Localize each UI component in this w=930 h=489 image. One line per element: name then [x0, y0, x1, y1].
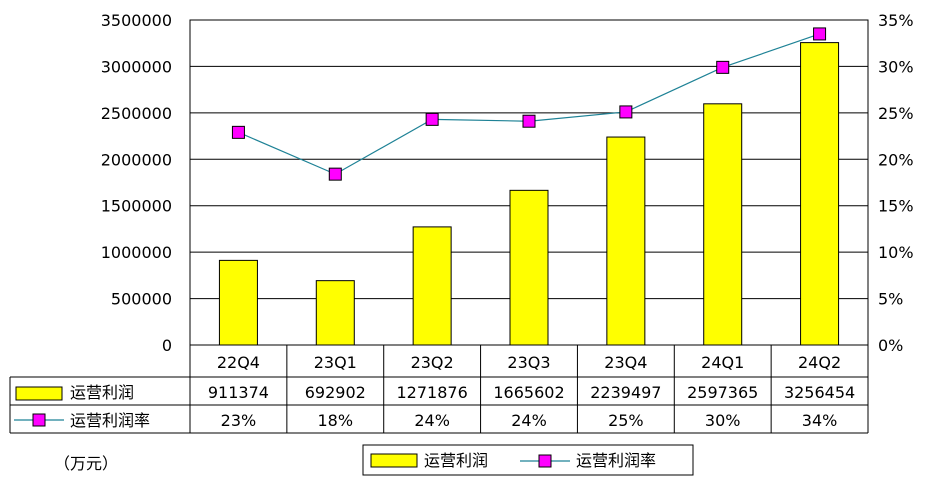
margin-value-label: 25%: [608, 411, 644, 430]
margin-point-23Q4: [619, 105, 633, 119]
y-right-tick-label: 35%: [878, 11, 914, 30]
category-label: 22Q4: [217, 353, 260, 372]
profit-value-label: 3256454: [784, 383, 855, 402]
bar-22Q4: [218, 259, 258, 346]
table-key-swatch: [15, 386, 63, 401]
bar-23Q1: [315, 280, 355, 346]
profit-value-label: 911374: [208, 383, 269, 402]
profit-value-label: 1665602: [493, 383, 564, 402]
bar-24Q2: [800, 42, 840, 346]
margin-value-label: 34%: [802, 411, 838, 430]
category-label: 23Q3: [507, 353, 550, 372]
legend-label: 运营利润: [424, 451, 488, 470]
margin-value-label: 18%: [318, 411, 354, 430]
profit-value-label: 1271876: [397, 383, 468, 402]
bar-23Q2: [412, 226, 452, 346]
y-left-tick-label: 3500000: [101, 11, 172, 30]
y-left-tick-label: 2500000: [101, 104, 172, 123]
category-label: 24Q2: [798, 353, 841, 372]
legend-box: [362, 444, 694, 476]
y-left-tick-label: 0: [162, 336, 172, 355]
table-row-label: 运营利润: [70, 383, 134, 402]
y-left-tick-label: 1500000: [101, 197, 172, 216]
y-right-tick-label: 15%: [878, 197, 914, 216]
y-left-tick-label: 500000: [111, 290, 172, 309]
legend-marker: [538, 454, 552, 468]
margin-value-label: 24%: [511, 411, 547, 430]
category-label: 24Q1: [701, 353, 744, 372]
y-right-tick-label: 0%: [878, 336, 903, 355]
y-right-tick-label: 25%: [878, 104, 914, 123]
y-right-tick-label: 10%: [878, 243, 914, 262]
plot-area-border: [189, 19, 869, 346]
table-row-label: 运营利润率: [70, 411, 150, 430]
bar-23Q4: [606, 136, 646, 346]
margin-value-label: 24%: [414, 411, 450, 430]
margin-point-23Q3: [522, 114, 536, 128]
y-right-tick-label: 5%: [878, 290, 903, 309]
bar-23Q3: [509, 189, 549, 346]
y-left-tick-label: 2000000: [101, 150, 172, 169]
margin-value-label: 30%: [705, 411, 741, 430]
margin-point-24Q1: [716, 60, 730, 74]
unit-note: （万元）: [54, 454, 118, 473]
category-label: 23Q1: [314, 353, 357, 372]
margin-value-label: 23%: [221, 411, 257, 430]
y-right-tick-label: 30%: [878, 57, 914, 76]
legend-label: 运营利润率: [576, 451, 656, 470]
margin-point-22Q4: [231, 125, 245, 139]
y-right-tick-label: 20%: [878, 150, 914, 169]
legend-swatch-bar: [370, 453, 418, 468]
profit-value-label: 692902: [305, 383, 366, 402]
profit-value-label: 2239497: [590, 383, 661, 402]
y-left-tick-label: 3000000: [101, 57, 172, 76]
category-label: 23Q4: [604, 353, 647, 372]
table-key-marker: [32, 413, 46, 427]
profit-value-label: 2597365: [687, 383, 758, 402]
category-label: 23Q2: [411, 353, 454, 372]
bar-24Q1: [703, 103, 743, 346]
margin-point-23Q2: [425, 112, 439, 126]
margin-point-24Q2: [813, 27, 827, 41]
y-left-tick-label: 1000000: [101, 243, 172, 262]
margin-point-23Q1: [328, 167, 342, 181]
